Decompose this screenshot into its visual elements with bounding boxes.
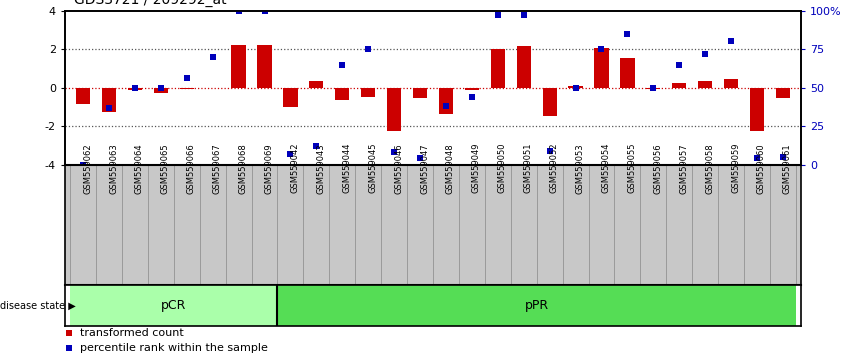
Bar <box>335 88 349 100</box>
Bar <box>387 88 401 131</box>
Point <box>387 149 401 155</box>
Bar <box>361 88 375 97</box>
Text: GSM559068: GSM559068 <box>239 143 248 194</box>
Bar <box>698 81 712 88</box>
Point <box>257 8 271 13</box>
Point <box>465 94 479 100</box>
Text: percentile rank within the sample: percentile rank within the sample <box>80 343 268 353</box>
Text: GSM559064: GSM559064 <box>135 143 144 194</box>
Bar <box>776 88 790 98</box>
Bar <box>70 285 277 326</box>
Text: GSM559047: GSM559047 <box>420 143 429 194</box>
Text: GSM559042: GSM559042 <box>290 143 300 194</box>
Point <box>335 62 349 67</box>
Bar <box>413 88 427 98</box>
Bar <box>517 46 531 88</box>
Point <box>672 62 686 67</box>
Text: GSM559061: GSM559061 <box>783 143 792 194</box>
Bar <box>102 88 116 112</box>
Bar <box>672 83 687 88</box>
Text: GSM559054: GSM559054 <box>602 143 611 194</box>
Text: GSM559050: GSM559050 <box>498 143 507 194</box>
Text: GSM559044: GSM559044 <box>342 143 352 194</box>
Bar <box>76 88 90 104</box>
Point <box>309 143 323 149</box>
Point <box>128 85 142 91</box>
Point <box>232 8 246 13</box>
Text: GDS3721 / 209292_at: GDS3721 / 209292_at <box>74 0 226 7</box>
Text: GSM559046: GSM559046 <box>394 143 403 194</box>
Text: GSM559056: GSM559056 <box>653 143 662 194</box>
Text: GSM559069: GSM559069 <box>264 143 274 194</box>
Point <box>698 51 712 57</box>
Text: pCR: pCR <box>161 299 186 312</box>
Bar <box>128 88 142 90</box>
Bar <box>568 86 583 88</box>
Point <box>413 156 427 161</box>
Text: GSM559067: GSM559067 <box>213 143 222 194</box>
Point <box>361 46 375 52</box>
Point <box>724 39 738 44</box>
Point <box>620 31 634 36</box>
Point <box>206 54 220 59</box>
Bar <box>465 88 479 90</box>
Text: GSM559063: GSM559063 <box>109 143 118 194</box>
Text: GSM559055: GSM559055 <box>627 143 637 194</box>
Bar <box>594 48 609 88</box>
Text: GSM559059: GSM559059 <box>731 143 740 194</box>
Point <box>517 12 531 18</box>
Text: pPR: pPR <box>525 299 549 312</box>
Text: GSM559066: GSM559066 <box>187 143 196 194</box>
Bar <box>491 49 505 88</box>
Text: GSM559065: GSM559065 <box>161 143 170 194</box>
Point <box>180 75 194 81</box>
Bar <box>277 285 796 326</box>
Point <box>154 85 168 91</box>
Text: transformed count: transformed count <box>80 328 184 338</box>
Bar <box>620 58 635 88</box>
Point <box>313 144 327 150</box>
Text: GSM559043: GSM559043 <box>316 143 326 194</box>
Text: GSM559053: GSM559053 <box>576 143 585 194</box>
Bar <box>257 45 272 88</box>
Text: disease state ▶: disease state ▶ <box>0 300 75 310</box>
Text: GSM559045: GSM559045 <box>368 143 378 194</box>
Text: GSM559048: GSM559048 <box>446 143 455 194</box>
Point <box>750 156 764 161</box>
Point <box>313 286 327 291</box>
Text: GSM559052: GSM559052 <box>550 143 559 194</box>
Point <box>569 85 583 91</box>
Point <box>776 154 790 160</box>
Point <box>595 46 609 52</box>
Point <box>283 151 297 157</box>
Text: GSM559049: GSM559049 <box>472 143 481 194</box>
Text: GSM559062: GSM559062 <box>83 143 92 194</box>
Bar <box>283 88 298 107</box>
Point <box>646 85 660 91</box>
Bar <box>724 79 738 88</box>
Point <box>102 105 116 110</box>
Point <box>543 148 557 154</box>
Bar <box>439 88 453 114</box>
Text: GSM559058: GSM559058 <box>705 143 714 194</box>
Text: GSM559060: GSM559060 <box>757 143 766 194</box>
Bar <box>231 45 246 88</box>
Text: GSM559057: GSM559057 <box>679 143 688 194</box>
Bar <box>542 88 557 115</box>
Bar <box>309 81 324 88</box>
Bar <box>154 88 168 93</box>
Point <box>439 103 453 109</box>
Point <box>76 162 90 167</box>
Bar <box>750 88 764 131</box>
Point <box>491 12 505 18</box>
Text: GSM559051: GSM559051 <box>524 143 533 194</box>
